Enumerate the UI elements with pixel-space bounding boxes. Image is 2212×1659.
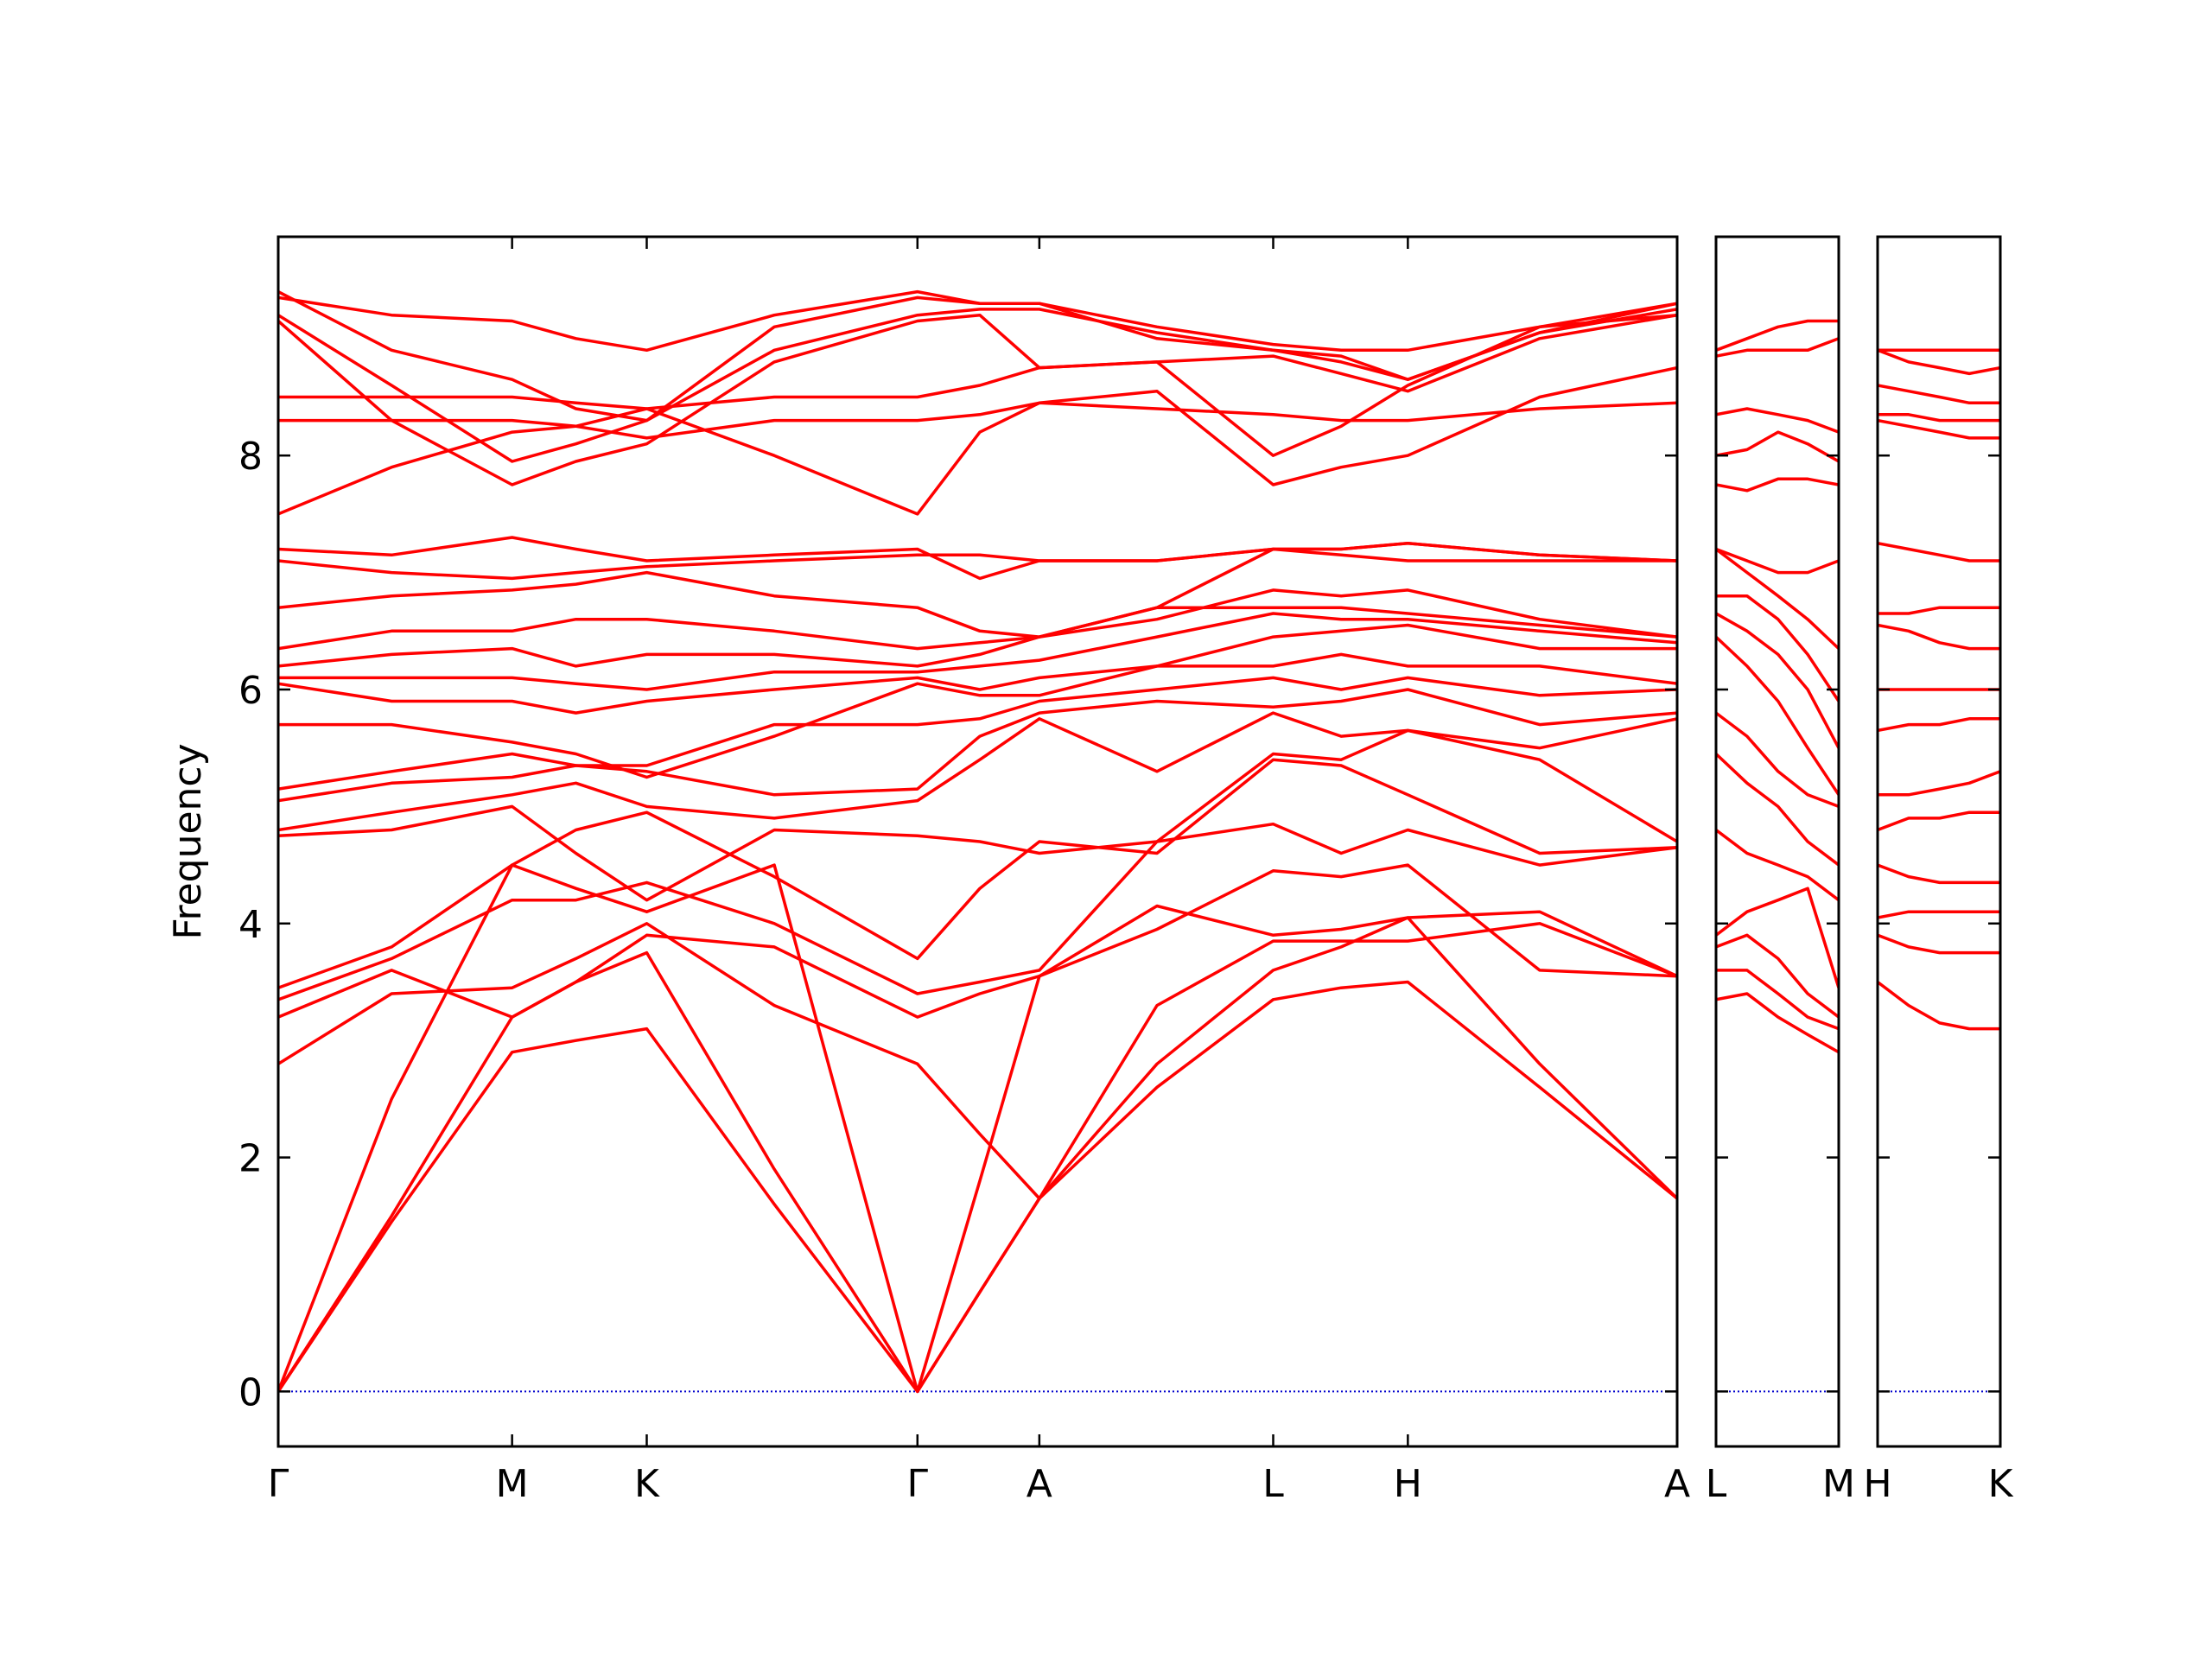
band-line [1878,541,2000,563]
band-line [1878,384,2000,405]
axes-frame [276,235,1679,1448]
band-line [1878,770,2000,797]
y-tick-label: 6 [238,669,263,713]
band-line [278,547,1677,639]
band-line [278,758,1677,989]
band-line [1716,969,1839,1031]
band-line [1716,337,1839,358]
band-line [1878,413,2000,423]
band-line [1878,933,2000,955]
axes-frame [1876,235,2002,1448]
band-line [1878,717,2000,733]
band-line [278,588,1677,651]
x-tick-label: K [1988,1462,2014,1506]
plot-area [1716,319,1839,1393]
band-line [1716,594,1839,702]
band-line [1716,477,1839,493]
band-line [278,863,1677,1394]
band-line [1716,711,1839,809]
band-line [1878,810,2000,832]
y-axis-label: Frequency [166,743,210,939]
band-line [1716,829,1839,902]
band-line [1716,753,1839,867]
band-line [278,606,1677,668]
band-line [278,401,1677,516]
x-tick-label: M [1822,1462,1855,1506]
band-line [278,313,1677,457]
band-line [278,922,1677,1200]
band-line [1716,430,1839,463]
band-line [1878,910,2000,919]
y-tick-label: 0 [238,1370,263,1414]
band-line [278,863,1677,1019]
x-tick-label: L [1706,1462,1727,1506]
x-tick-label: A [1027,1462,1052,1506]
band-line [278,623,1677,715]
band-line [278,536,1677,581]
plot-area [1878,348,2000,1393]
band-line [278,612,1677,691]
x-tick-label: L [1262,1462,1284,1506]
y-tick-label: 8 [238,435,263,479]
band-line [278,676,1677,791]
band-line [1716,612,1839,749]
band-line [278,365,1677,486]
band-line [1878,348,2000,376]
x-tick-label: M [496,1462,529,1506]
band-line [1716,319,1839,352]
x-tick-label: H [1394,1462,1422,1506]
band-line [1878,418,2000,440]
band-line [278,728,1677,902]
band-line [1716,887,1839,988]
x-tick-label: K [634,1462,660,1506]
x-tick-label: Γ [907,1462,929,1506]
band-line [1878,981,2000,1031]
band-line [1716,933,1839,1019]
y-tick-label: 2 [238,1137,263,1181]
band-line [1716,547,1839,575]
x-tick-label: H [1863,1462,1891,1506]
band-line [1878,606,2000,615]
band-line [1716,548,1839,650]
band-line [1716,635,1839,796]
band-line [278,688,1677,803]
band-line [1878,863,2000,885]
band-line [1878,623,2000,651]
band-line [278,711,1677,832]
band-line [278,302,1677,463]
band-line [278,822,1677,1001]
x-tick-label: A [1664,1462,1690,1506]
band-line [278,289,1677,353]
band-line [1716,407,1839,434]
x-tick-label: Γ [268,1462,289,1506]
band-line [278,290,1677,423]
plot-area [278,289,1677,1394]
axes-frame [1714,235,1840,1448]
band-line [278,313,1677,486]
band-line [1716,992,1839,1054]
band-line [278,652,1677,779]
y-tick-label: 4 [238,903,263,947]
